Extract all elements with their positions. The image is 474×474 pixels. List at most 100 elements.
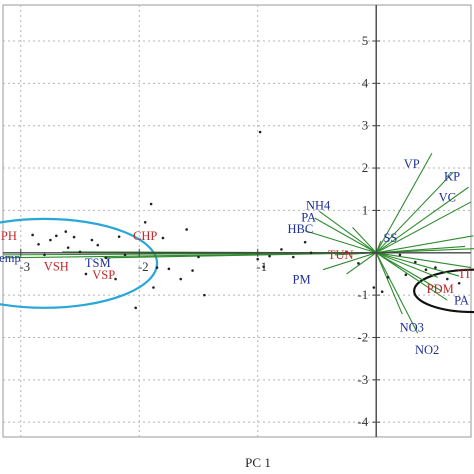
- loading-vector: [375, 201, 472, 254]
- score-point: [114, 277, 117, 281]
- score-point: [161, 236, 165, 240]
- score-point: [78, 250, 82, 254]
- loading-vector: [376, 252, 439, 278]
- loading-vector: [314, 217, 377, 254]
- score-point: [37, 242, 40, 246]
- loading-vector: [375, 152, 433, 254]
- score-point: [424, 268, 428, 272]
- score-point: [123, 253, 127, 257]
- score-point: [96, 243, 100, 247]
- score-point: [43, 253, 46, 257]
- y-tick-label: -1: [357, 287, 368, 302]
- y-tick-label: -2: [357, 329, 368, 344]
- group-ellipse: [413, 268, 474, 314]
- score-point: [258, 130, 262, 134]
- loading-vector: [352, 226, 377, 254]
- score-point: [104, 256, 108, 260]
- score-point: [152, 286, 155, 289]
- variable-label: TSM: [85, 256, 111, 270]
- variable-label: PM: [293, 272, 311, 286]
- variable-label: PH: [1, 229, 17, 243]
- score-point: [309, 251, 313, 255]
- score-point: [191, 269, 194, 272]
- score-point: [414, 260, 417, 264]
- loading-vector: [319, 210, 377, 254]
- score-point: [64, 230, 68, 233]
- loading-vector: [375, 252, 448, 301]
- score-point: [303, 240, 307, 244]
- group-ellipse: [0, 217, 159, 309]
- score-point: [90, 238, 94, 242]
- variable-label: VC: [439, 191, 456, 205]
- score-point: [55, 234, 58, 238]
- score-point: [117, 235, 121, 238]
- score-point: [179, 277, 183, 281]
- loading-vector: [304, 230, 377, 254]
- score-point: [262, 265, 265, 269]
- y-tick-label: -4: [357, 414, 368, 429]
- variable-label: VSP: [92, 268, 115, 282]
- group-ellipses: [0, 217, 474, 314]
- score-point: [345, 250, 348, 254]
- loading-vector: [346, 252, 377, 275]
- x-tick-label: -2: [138, 259, 149, 274]
- y-tick-label: 2: [362, 160, 369, 175]
- score-point: [434, 266, 437, 269]
- loading-vector: [322, 252, 377, 271]
- loading-vector: [376, 245, 466, 254]
- loading-vector: [375, 252, 403, 315]
- y-tick-label: 3: [362, 118, 369, 133]
- variable-label: TI: [458, 267, 470, 281]
- x-axis-label: PC 1: [245, 455, 271, 470]
- score-point: [372, 286, 376, 289]
- score-point: [72, 235, 76, 239]
- variable-label: NH4: [306, 198, 331, 212]
- loading-vector: [375, 171, 454, 254]
- variable-label: PA: [454, 294, 469, 308]
- variable-label: PDM: [427, 282, 454, 296]
- variable-labels: VPKPVCNH4PAHBCSSPMNO3NO2PATSMTempTUNPDMT…: [0, 157, 470, 357]
- score-point: [268, 254, 271, 258]
- score-point: [149, 202, 153, 206]
- score-point: [398, 253, 402, 257]
- variable-label: CHP: [133, 229, 157, 243]
- variable-label: PA: [301, 211, 316, 225]
- score-point: [203, 293, 206, 297]
- loading-vector: [375, 240, 382, 253]
- y-tick-label: 1: [362, 202, 369, 217]
- loading-vector: [376, 252, 472, 269]
- score-point: [197, 255, 200, 259]
- loading-vector: [376, 252, 460, 277]
- score-point: [31, 233, 34, 237]
- score-points: [31, 130, 461, 310]
- score-point: [155, 266, 159, 269]
- variable-label: Temp: [0, 251, 21, 265]
- y-tick-label: 5: [362, 33, 369, 48]
- variable-label: KP: [444, 170, 460, 184]
- x-tick-label: -3: [19, 259, 30, 274]
- score-point: [49, 238, 52, 242]
- grid: [3, 5, 471, 437]
- loading-vector: [375, 252, 442, 292]
- score-point: [404, 273, 408, 277]
- score-point: [380, 290, 384, 294]
- score-point: [143, 220, 147, 224]
- variable-label: TUN: [328, 248, 354, 262]
- score-point: [357, 262, 360, 265]
- score-point: [280, 248, 283, 251]
- score-point: [457, 281, 461, 285]
- score-point: [446, 277, 449, 281]
- y-tick-label: -3: [357, 372, 368, 387]
- variable-label: VSH: [44, 260, 69, 274]
- variable-label: HBC: [288, 222, 314, 236]
- loading-vector: [375, 186, 469, 254]
- score-point: [256, 257, 260, 261]
- variable-label: NO2: [415, 343, 439, 357]
- score-point: [167, 267, 171, 271]
- y-tick-label: 4: [362, 75, 369, 90]
- score-point: [66, 246, 70, 249]
- loading-vector: [376, 235, 474, 254]
- loading-vector: [375, 252, 419, 334]
- axes: -3 -2 -1 -4 -3 -2 -1 1 2 3 4 5: [3, 5, 471, 437]
